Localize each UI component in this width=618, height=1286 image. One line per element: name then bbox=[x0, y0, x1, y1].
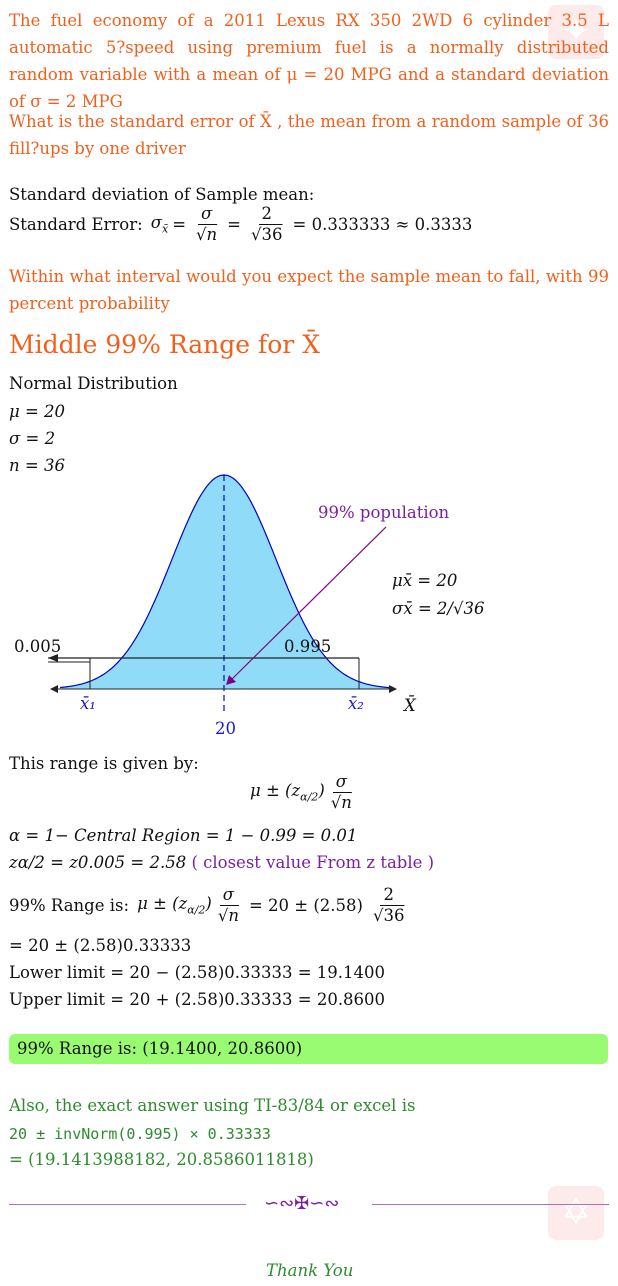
exact-result: = (19.1413988182, 20.8586011818) bbox=[9, 1150, 314, 1169]
section-title: Middle 99% Range for X̄ bbox=[9, 330, 320, 359]
x1-label: x̄₁ bbox=[80, 694, 96, 713]
final-range: 99% Range is: (19.1400, 20.8600) bbox=[17, 1039, 303, 1058]
mu-xbar-label: μx̄ = 20 bbox=[392, 571, 458, 590]
se-label: Standard Error: bbox=[9, 214, 143, 234]
final-range-box: 99% Range is: (19.1400, 20.8600) bbox=[9, 1034, 608, 1064]
range-label: 99% Range is: bbox=[9, 895, 130, 915]
footer-rule-right bbox=[372, 1204, 609, 1205]
problem-question-1: What is the standard error of X̄ , the m… bbox=[9, 112, 609, 158]
given-n: n = 36 bbox=[9, 456, 65, 475]
given-dist: Normal Distribution bbox=[9, 374, 178, 393]
population-arrowhead bbox=[226, 675, 236, 685]
footer-ornament-icon: ∽∾✠∽∾ bbox=[264, 1193, 340, 1214]
curve-outline bbox=[59, 474, 391, 689]
normal-curve-figure bbox=[48, 474, 397, 713]
center-value-label: 20 bbox=[215, 719, 236, 738]
sigma-xbar-label: σx̄ = 2/√36 bbox=[392, 599, 485, 618]
given-sigma: σ = 2 bbox=[9, 429, 56, 448]
left-tail-arrowhead bbox=[48, 654, 58, 662]
alpha-line: α = 1− Central Region = 1 − 0.99 = 0.01 bbox=[9, 826, 358, 845]
z-line: zα/2 = z0.005 = 2.58 ( closest value Fro… bbox=[9, 852, 434, 874]
thank-you: Thank You bbox=[266, 1261, 354, 1280]
x-axis-arrow-left bbox=[50, 685, 58, 693]
exact-intro: Also, the exact answer using TI-83/84 or… bbox=[9, 1096, 416, 1115]
watermark-top: ✦ bbox=[548, 5, 604, 59]
range-substitution: 99% Range is: μ ± (zα/2) σn = 20 ± (2.58… bbox=[9, 880, 410, 930]
problem-intro: The fuel economy of a 2011 Lexus RX 350 … bbox=[9, 11, 609, 111]
se-result: = 0.333333 ≈ 0.3333 bbox=[292, 214, 473, 234]
se-frac-1: σn bbox=[193, 204, 220, 245]
lower-limit: Lower limit = 20 − (2.58)0.33333 = 19.14… bbox=[9, 963, 386, 982]
watermark-bottom: ✡ bbox=[548, 1186, 604, 1240]
se-formula: Standard Error: σx̄ = σn = 236 = 0.33333… bbox=[9, 200, 472, 248]
z-value: zα/2 = z0.005 = 2.58 bbox=[9, 853, 187, 872]
se-heading: Standard deviation of Sample mean: bbox=[9, 185, 315, 204]
left-tail-label: 0.005 bbox=[14, 637, 62, 656]
problem-question-2: Within what interval would you expect th… bbox=[9, 267, 609, 313]
curve-shaded-area bbox=[60, 475, 390, 689]
x2-label: x̄₂ bbox=[348, 694, 364, 713]
population-arrow bbox=[227, 526, 387, 684]
middle-area-label: 0.995 bbox=[284, 637, 332, 656]
axis-label: X̄ bbox=[404, 696, 416, 715]
exact-expression: 20 ± invNorm(0.995) × 0.33333 bbox=[9, 1125, 271, 1143]
se-sigma-xbar: σx̄ bbox=[150, 212, 169, 236]
upper-limit: Upper limit = 20 + (2.58)0.33333 = 20.86… bbox=[9, 990, 386, 1009]
x-axis-arrow-right bbox=[389, 685, 397, 693]
range-formula: μ ± (zα/2) σn bbox=[250, 768, 358, 816]
z-note: ( closest value From z table ) bbox=[191, 853, 435, 872]
footer-rule-left bbox=[9, 1204, 246, 1205]
range-step: = 20 ± (2.58)0.33333 bbox=[9, 936, 192, 955]
population-label: 99% population bbox=[318, 503, 450, 522]
range-intro: This range is given by: bbox=[9, 754, 199, 773]
se-frac-2: 236 bbox=[248, 204, 286, 245]
given-mu: μ = 20 bbox=[9, 402, 66, 421]
